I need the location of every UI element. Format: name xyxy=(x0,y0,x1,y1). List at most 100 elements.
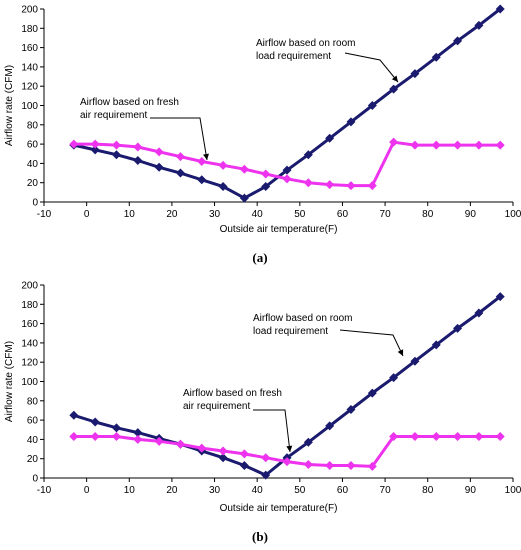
fresh-air-series-point xyxy=(389,432,399,442)
annotation-line: Airflow based on fresh xyxy=(80,97,179,108)
x-tick-group: -10 0 10 20 30 40 50 60 70 80 90 100 xyxy=(37,478,521,496)
fresh-air-series-point xyxy=(175,152,185,162)
fresh-air-series-point xyxy=(111,140,121,150)
annotation-line: Airflow based on room xyxy=(256,38,356,49)
fresh-air-series-point xyxy=(175,439,185,449)
series-group xyxy=(69,292,505,480)
annotation-group: Airflow based on room load requirementAir… xyxy=(183,313,404,453)
fresh-air-series-point xyxy=(495,432,505,442)
fresh-air-series-point xyxy=(133,142,143,152)
y-tick-label: 100 xyxy=(21,101,38,112)
y-tick-label: 160 xyxy=(21,319,38,330)
room-load-series-point xyxy=(154,162,164,172)
y-tick-label: 180 xyxy=(21,300,38,311)
y-tick-label: 60 xyxy=(27,140,39,151)
fresh-air-series-point xyxy=(346,460,356,470)
fresh-air-series-point xyxy=(410,140,420,150)
fresh-air-series-point xyxy=(346,181,356,191)
room-load-series-point xyxy=(197,175,207,185)
x-tick-label: 60 xyxy=(337,209,349,220)
room-load-series-point xyxy=(90,417,100,427)
fresh-air-series-point xyxy=(303,459,313,469)
x-tick-label: 60 xyxy=(337,485,349,496)
room-load-series-point xyxy=(175,168,185,178)
x-tick-label: 20 xyxy=(166,485,178,496)
room-load-series-point xyxy=(325,421,335,431)
y-tick-label: 160 xyxy=(21,43,38,54)
fresh-air-series-point xyxy=(453,432,463,442)
room-load-series-point xyxy=(346,404,356,414)
fresh-air-series-point xyxy=(218,160,228,170)
fresh-air-series-point xyxy=(453,140,463,150)
room-load-series-point xyxy=(410,69,420,79)
y-axis-title: Airflow rate (CFM) xyxy=(4,341,15,422)
room-load-series-point xyxy=(367,101,377,110)
y-tick-group: 0 20 40 60 80 100 120 140 160 180 200 xyxy=(21,281,44,485)
room-load-series-point xyxy=(111,423,121,433)
room-load-series-point xyxy=(133,428,143,438)
annotation-arrowhead xyxy=(203,153,209,160)
y-tick-label: 120 xyxy=(21,358,38,369)
annotation-fresh-air: Airflow based on fresh air requirement xyxy=(183,388,282,412)
x-tick-label: 10 xyxy=(124,209,136,220)
fresh-air-series-point xyxy=(474,140,484,150)
fresh-air-series-point xyxy=(431,140,441,150)
room-load-series-point xyxy=(111,150,121,160)
annotation-arrow xyxy=(150,117,208,161)
x-tick-label: -10 xyxy=(37,209,52,220)
annotation-line: air requirement xyxy=(183,401,250,412)
room-load-series-point xyxy=(218,453,228,463)
x-tick-label: 100 xyxy=(505,209,521,220)
x-tick-label: 0 xyxy=(84,209,90,220)
fresh-air-series-point xyxy=(282,174,292,184)
fresh-air-series-point xyxy=(90,139,100,149)
y-tick-label: 20 xyxy=(27,178,39,189)
annotation-line: load requirement xyxy=(256,51,331,62)
fresh-air-series-point xyxy=(303,178,313,188)
annotation-group: Airflow based on room load requirement Air… xyxy=(80,38,399,161)
x-tick-label: 70 xyxy=(380,485,392,496)
x-tick-label: 0 xyxy=(84,485,90,496)
room-load-series-point xyxy=(239,460,249,470)
y-tick-label: 200 xyxy=(21,281,38,292)
room-load-series-point xyxy=(453,323,463,333)
room-load-series-point xyxy=(133,156,143,166)
fresh-air-series-point xyxy=(197,156,207,166)
x-tick-label: 30 xyxy=(209,209,221,220)
fresh-air-series-point xyxy=(218,446,228,456)
annotation-line: Airflow based on fresh xyxy=(183,388,282,399)
annotation-arrowhead xyxy=(286,445,293,452)
room-load-series-point xyxy=(410,356,420,366)
room-load-series-point xyxy=(346,117,356,127)
room-load-series-point xyxy=(239,193,249,203)
fresh-air-series-point xyxy=(282,457,292,467)
y-tick-label: 100 xyxy=(21,377,38,388)
y-tick-label: 60 xyxy=(27,416,39,427)
room-load-series-point xyxy=(431,340,441,350)
room-load-series-point xyxy=(474,308,484,318)
fresh-air-series-point xyxy=(239,449,249,459)
y-tick-label: 40 xyxy=(27,435,39,446)
room-load-series-point xyxy=(495,4,505,14)
x-tick-label: 80 xyxy=(422,209,434,220)
room-load-series-point xyxy=(90,145,100,155)
y-tick-label: 80 xyxy=(27,396,39,407)
fresh-air-series-point xyxy=(69,139,79,149)
fresh-air-series-point xyxy=(389,137,399,147)
x-tick-label: 50 xyxy=(294,209,306,220)
fresh-air-series-point xyxy=(239,164,249,174)
fresh-air-series-point xyxy=(410,432,420,442)
room-load-series-point xyxy=(303,437,313,447)
x-tick-label: 40 xyxy=(252,209,264,220)
room-load-series-point xyxy=(389,373,399,383)
room-load-series-point xyxy=(303,150,313,160)
y-tick-label: 0 xyxy=(32,474,38,485)
fresh-air-series-point xyxy=(325,180,335,190)
y-tick-label: 0 xyxy=(32,198,38,209)
fresh-air-series-point xyxy=(474,432,484,442)
annotation-line: Airflow based on room xyxy=(253,313,353,324)
room-load-series-point xyxy=(453,36,463,46)
annotation-room-load: Airflow based on room load requirement xyxy=(253,313,353,337)
x-tick-label: 30 xyxy=(209,485,221,496)
